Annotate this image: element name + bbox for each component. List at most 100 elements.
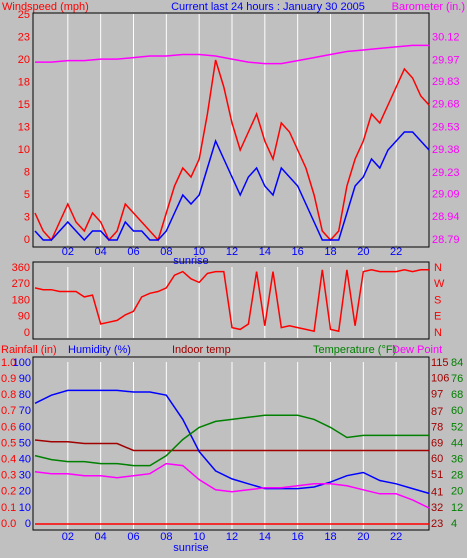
y-right-label: E: [434, 311, 441, 323]
y-tick-label: 0.9: [1, 373, 16, 385]
y-tick-label: 60: [431, 453, 443, 465]
y2-tick-label: 29.68: [432, 99, 460, 111]
y-tick-label: 15: [18, 99, 30, 111]
y-tick-label: 1.0: [1, 357, 16, 369]
y-tick-label: 5: [24, 189, 30, 201]
y-tick-label: 106: [431, 373, 449, 385]
y-tick-label: 69: [431, 437, 443, 449]
data-line: [34, 131, 430, 242]
y-tick-label: 90: [18, 311, 30, 323]
y-tick-label: 0.5: [1, 437, 16, 449]
data-line: [34, 269, 429, 333]
x-tick-label: 16: [292, 246, 304, 258]
y-tick-label: 90: [19, 373, 31, 385]
x-tick-label: 20: [357, 531, 369, 543]
x-tick-label: 06: [127, 246, 139, 258]
axis-label: Temperature (°F): [313, 344, 396, 356]
y-tick-label: 44: [451, 437, 463, 449]
x-tick-label: 08: [160, 246, 172, 258]
y2-tick-label: 28.79: [432, 234, 460, 246]
data-line: [34, 59, 430, 242]
annotation: sunrise: [173, 255, 208, 267]
axis-label: Indoor temp: [172, 344, 231, 356]
x-tick-label: 14: [259, 246, 271, 258]
y-tick-label: 20: [451, 486, 463, 498]
x-tick-label: 04: [95, 246, 107, 258]
y-right-label: W: [434, 278, 445, 290]
x-tick-label: 10: [193, 531, 205, 543]
y-tick-label: 3: [24, 211, 30, 223]
chart-title: Current last 24 hours : January 30 2005: [171, 1, 365, 13]
axis-label: Rainfall (in): [1, 344, 57, 356]
y-tick-label: 25: [18, 9, 30, 21]
x-tick-label: 06: [127, 531, 139, 543]
axis-label: Humidity (%): [68, 344, 131, 356]
y-tick-label: 4: [451, 518, 457, 530]
y-tick-label: 60: [451, 405, 463, 417]
annotation: sunrise: [173, 542, 208, 554]
y-tick-label: 100: [13, 357, 31, 369]
x-tick-label: 16: [292, 531, 304, 543]
x-tick-label: 12: [226, 246, 238, 258]
y2-tick-label: 29.09: [432, 188, 460, 200]
x-tick-label: 18: [324, 246, 336, 258]
y-tick-label: 78: [431, 422, 443, 434]
y-tick-label: 0.4: [1, 454, 16, 466]
x-tick-label: 02: [62, 531, 74, 543]
direction-panel: [32, 261, 430, 340]
y2-tick-label: 30.12: [432, 32, 460, 44]
y-tick-label: 0.1: [1, 502, 16, 514]
y-tick-label: 20: [18, 54, 30, 66]
y2-axis-label: Barometer (in.): [392, 1, 465, 13]
y-tick-label: 87: [431, 406, 443, 418]
y-axis-label: Windspeed (mph): [2, 1, 89, 13]
data-line: [34, 462, 430, 509]
y-tick-label: 50: [19, 437, 31, 449]
y-tick-label: 84: [451, 357, 463, 369]
y-tick-label: 0: [24, 234, 30, 246]
y-tick-label: 0.8: [1, 389, 16, 401]
y-tick-label: 20: [19, 486, 31, 498]
y-tick-label: 10: [18, 144, 30, 156]
y-tick-label: 23: [18, 31, 30, 43]
y-tick-label: 18: [18, 76, 30, 88]
y-tick-label: 10: [19, 502, 31, 514]
x-tick-label: 18: [324, 531, 336, 543]
y-tick-label: 8: [24, 166, 30, 178]
y-right-label: N: [434, 327, 442, 339]
data-line: [35, 44, 429, 65]
y-tick-label: 51: [431, 469, 443, 481]
x-tick-label: 22: [390, 246, 402, 258]
x-tick-label: 10: [193, 246, 205, 258]
y-tick-label: 0.0: [1, 518, 16, 530]
y-tick-label: 12: [451, 502, 463, 514]
y-tick-label: 0.6: [1, 421, 16, 433]
y-tick-label: 41: [431, 486, 443, 498]
y2-tick-label: 29.97: [432, 55, 460, 67]
y-tick-label: 40: [19, 454, 31, 466]
y-tick-label: 270: [12, 278, 30, 290]
data-line: [34, 439, 429, 452]
y2-tick-label: 29.23: [432, 167, 460, 179]
y-tick-label: 97: [431, 388, 443, 400]
y-tick-label: 76: [451, 373, 463, 385]
x-tick-label: 20: [357, 246, 369, 258]
y-tick-label: 28: [451, 470, 463, 482]
y-tick-label: 30: [19, 470, 31, 482]
x-tick-label: 08: [160, 531, 172, 543]
y2-tick-label: 29.83: [432, 76, 460, 88]
y-right-label: N: [434, 262, 442, 274]
y-tick-label: 23: [431, 518, 443, 530]
y-tick-label: 0.2: [1, 486, 16, 498]
y2-tick-label: 28.94: [432, 211, 460, 223]
y-tick-label: 32: [431, 502, 443, 514]
legend-label: Dew Point: [392, 344, 442, 356]
y-tick-label: 13: [18, 121, 30, 133]
x-tick-label: 12: [226, 531, 238, 543]
y-tick-label: 0: [24, 327, 30, 339]
y-tick-label: 0.7: [1, 405, 16, 417]
x-tick-label: 02: [62, 246, 74, 258]
y-tick-label: 70: [19, 405, 31, 417]
x-tick-label: 04: [95, 531, 107, 543]
y-tick-label: 60: [19, 421, 31, 433]
